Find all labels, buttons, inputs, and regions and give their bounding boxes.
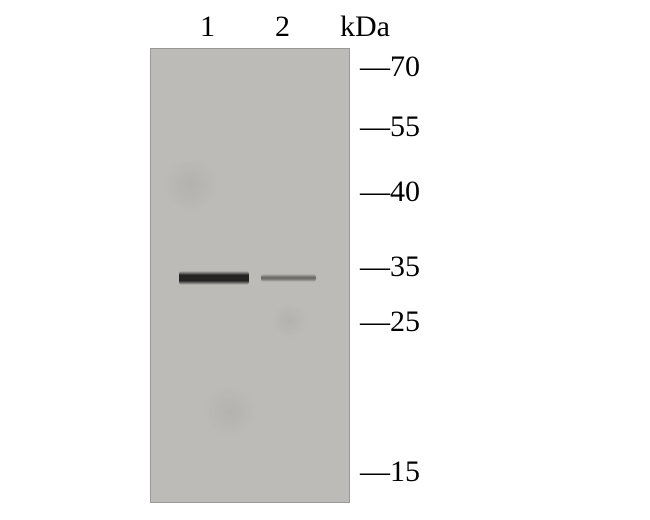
tick-icon: — (360, 110, 390, 144)
tick-icon: — (360, 50, 390, 84)
marker-40: —40 (360, 175, 420, 209)
marker-value: 40 (390, 175, 420, 208)
marker-value: 15 (390, 455, 420, 488)
marker-25: —25 (360, 305, 420, 339)
tick-icon: — (360, 455, 390, 489)
marker-15: —15 (360, 455, 420, 489)
blot-membrane (150, 48, 350, 503)
lane-label-1: 1 (200, 10, 215, 44)
blot-figure: 1 2 kDa —70 —55 —40 —35 —25 —15 (150, 10, 550, 510)
lane-label-2: 2 (275, 10, 290, 44)
unit-label: kDa (340, 10, 390, 44)
marker-70: —70 (360, 50, 420, 84)
band-lane2 (261, 274, 316, 282)
tick-icon: — (360, 175, 390, 209)
tick-icon: — (360, 250, 390, 284)
marker-value: 35 (390, 250, 420, 283)
marker-value: 55 (390, 110, 420, 143)
band-lane1 (179, 271, 249, 285)
marker-value: 25 (390, 305, 420, 338)
marker-value: 70 (390, 50, 420, 83)
tick-icon: — (360, 305, 390, 339)
marker-35: —35 (360, 250, 420, 284)
marker-55: —55 (360, 110, 420, 144)
